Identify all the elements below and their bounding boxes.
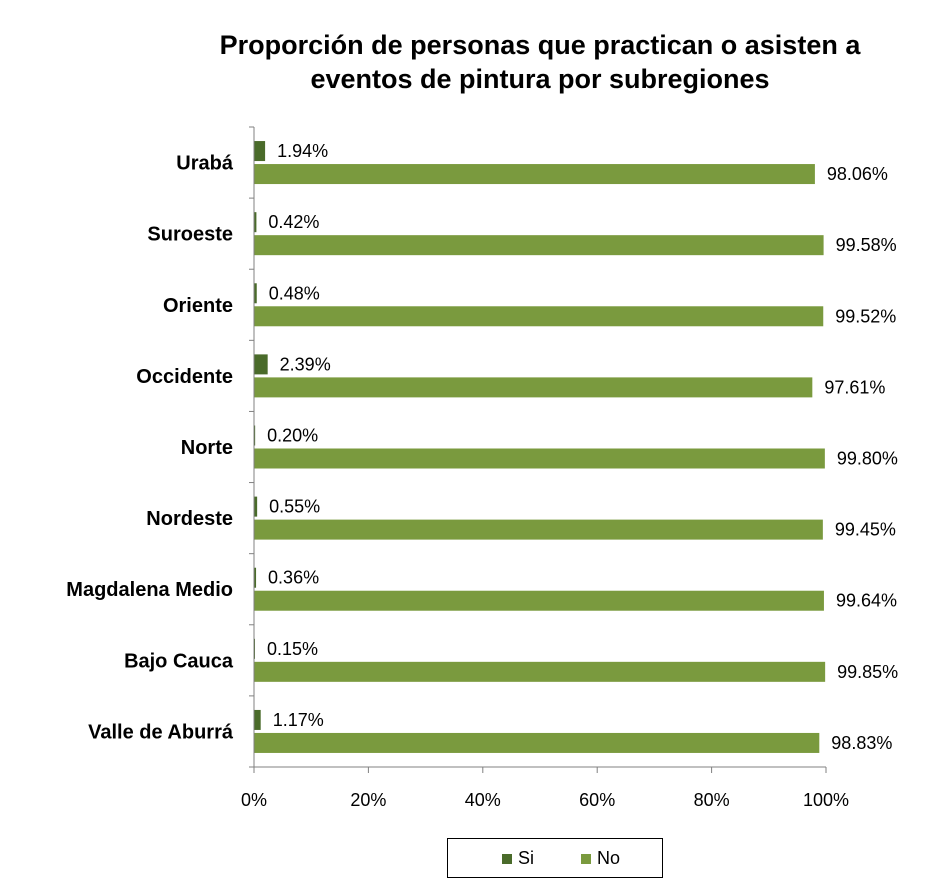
bar-no — [254, 164, 815, 185]
data-label: 1.94% — [277, 141, 328, 161]
legend-item-no: No — [581, 848, 620, 869]
legend-swatch-si — [502, 853, 512, 864]
data-label: 99.85% — [837, 662, 898, 682]
bar-no — [254, 306, 824, 327]
bar-si — [254, 141, 266, 162]
data-label: 0.15% — [267, 639, 318, 659]
bar-no — [254, 448, 825, 469]
category-label: Magdalena Medio — [66, 579, 233, 601]
category-label: Oriente — [163, 295, 233, 317]
data-label: 0.42% — [268, 212, 319, 232]
x-tick-label: 80% — [694, 790, 730, 810]
bar-si — [254, 709, 261, 730]
bar-si — [254, 283, 257, 304]
legend-label-no: No — [597, 848, 621, 868]
category-label: Nordeste — [146, 508, 233, 530]
legend-swatch-no — [581, 853, 591, 864]
bar-si — [254, 425, 256, 446]
bar-no — [254, 661, 826, 682]
category-label: Norte — [181, 437, 233, 459]
data-label: 99.58% — [836, 235, 897, 255]
data-label: 98.83% — [831, 733, 892, 753]
legend-label-si: Si — [518, 848, 535, 868]
bar-no — [254, 235, 824, 256]
category-label: Suroeste — [147, 224, 233, 246]
category-label: Occidente — [136, 366, 233, 388]
x-tick-label: 40% — [465, 790, 501, 810]
category-label: Bajo Cauca — [124, 650, 234, 672]
data-label: 98.06% — [827, 164, 888, 184]
category-label: Valle de Aburrá — [88, 721, 234, 743]
data-label: 1.17% — [273, 710, 324, 730]
data-label: 0.48% — [269, 283, 320, 303]
bar-si — [254, 212, 257, 233]
data-label: 0.36% — [268, 568, 319, 588]
x-tick-label: 100% — [803, 790, 849, 810]
bar-no — [254, 519, 823, 540]
data-label: 99.64% — [836, 591, 897, 611]
data-label: 99.80% — [837, 449, 898, 469]
x-tick-label: 0% — [241, 790, 267, 810]
legend: Si No — [447, 838, 663, 878]
data-label: 99.45% — [835, 520, 896, 540]
legend-item-si: Si — [502, 848, 534, 869]
data-label: 97.61% — [824, 377, 885, 397]
bar-no — [254, 377, 813, 398]
bar-si — [254, 496, 258, 517]
data-label: 0.55% — [269, 497, 320, 517]
bar-si — [254, 354, 268, 375]
x-tick-label: 20% — [350, 790, 386, 810]
chart-title: Proporción de personas que practican o a… — [219, 30, 861, 94]
x-tick-label: 60% — [579, 790, 615, 810]
bar-no — [254, 590, 824, 611]
data-label: 2.39% — [280, 354, 331, 374]
data-label: 0.20% — [267, 426, 318, 446]
category-label: Urabá — [176, 153, 234, 175]
bar-no — [254, 732, 820, 753]
bar-si — [254, 567, 257, 588]
data-label: 99.52% — [835, 306, 896, 326]
